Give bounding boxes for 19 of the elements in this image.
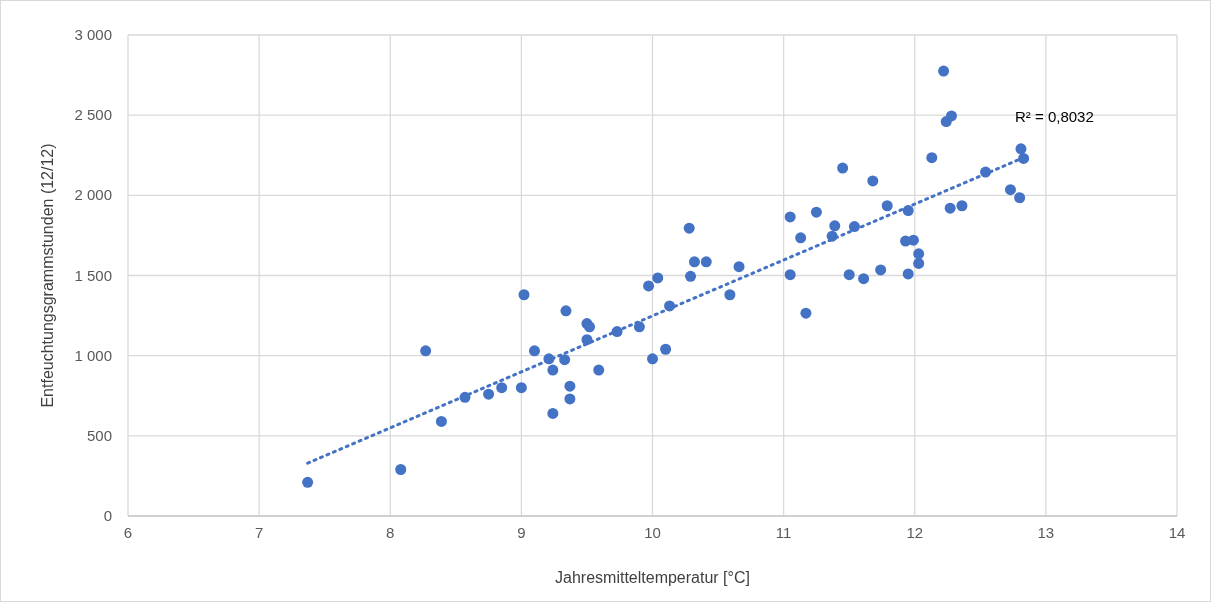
y-tick-label: 2 000 <box>74 186 112 204</box>
x-tick-label: 7 <box>254 524 264 541</box>
x-tick-label: 9 <box>517 524 526 541</box>
x-tick-label: 14 <box>1168 524 1186 541</box>
x-axis-title: Jahresmitteltemperatur [°C] <box>555 569 750 586</box>
x-tick-label: 12 <box>906 524 924 541</box>
y-tick-label: 3 000 <box>74 26 112 43</box>
x-tick-label: 6 <box>123 524 133 541</box>
y-tick-label: 1 500 <box>74 266 112 284</box>
x-tick-label: 13 <box>1037 524 1055 541</box>
annotation: R² = 0,8032 <box>1015 108 1094 125</box>
y-tick-label: 1 000 <box>74 346 112 364</box>
x-tick-label: 10 <box>644 524 661 541</box>
y-tick-label: 0 <box>103 507 112 524</box>
x-tick-label: 8 <box>386 524 395 541</box>
x-tick-label: 11 <box>775 524 792 541</box>
y-axis-title: Entfeuchtungsgrammstunden (12/12) <box>39 143 56 408</box>
y-tick-label: 500 <box>86 426 112 444</box>
y-tick-label: 2 500 <box>74 106 112 124</box>
